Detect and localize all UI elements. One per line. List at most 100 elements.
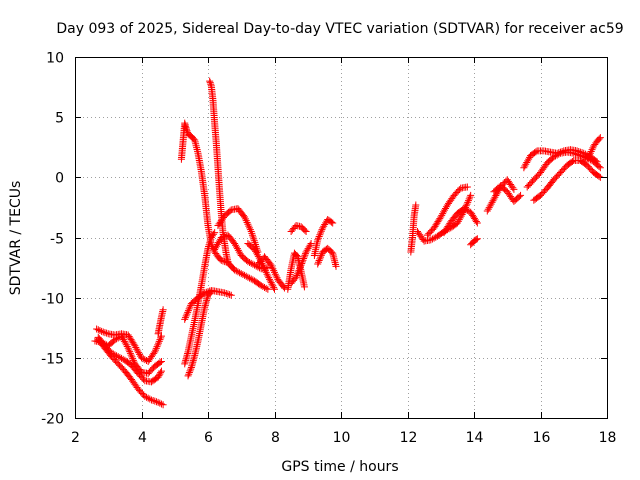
data-point [249, 233, 257, 241]
data-point [595, 172, 603, 180]
data-point [231, 266, 239, 274]
data-point [269, 282, 277, 290]
data-point [152, 398, 160, 406]
data-point [316, 231, 324, 239]
data-point [515, 193, 523, 201]
data-point [204, 288, 212, 296]
data-point [201, 289, 209, 297]
data-point [292, 273, 300, 281]
series-arc-149 [490, 182, 525, 205]
x-tick-label: 8 [271, 430, 280, 446]
data-point [98, 327, 106, 335]
data-point [114, 353, 122, 361]
data-point [463, 200, 471, 208]
data-point [182, 125, 190, 133]
data-point [318, 226, 326, 234]
data-point [237, 270, 245, 278]
data-point [568, 157, 576, 165]
data-point [588, 146, 596, 154]
data-point [153, 343, 161, 351]
y-tick-label: 5 [55, 111, 64, 127]
data-point [301, 250, 309, 258]
data-point [596, 134, 604, 142]
x-tick-label: 10 [333, 430, 351, 446]
data-point [221, 289, 229, 297]
data-point [101, 329, 109, 337]
series-arc-147 [483, 176, 518, 215]
chart-title: Day 093 of 2025, Sidereal Day-to-day VTE… [56, 21, 623, 37]
data-point [295, 266, 303, 274]
data-point [159, 401, 167, 409]
data-point [217, 234, 225, 241]
data-point [329, 219, 337, 227]
data-point [93, 325, 101, 333]
series-loop-76 [254, 253, 288, 292]
data-point [315, 232, 323, 240]
data-point [123, 342, 131, 350]
data-point [141, 392, 149, 400]
data-point [428, 235, 436, 243]
data-point [267, 279, 275, 287]
data-point [270, 284, 278, 292]
data-point [291, 223, 299, 231]
data-point [129, 356, 137, 364]
y-axis-label: SDTVAR / TECUs [8, 181, 24, 296]
data-point [586, 151, 594, 159]
data-point [199, 290, 207, 298]
data-point [583, 155, 591, 163]
series-rise-176 [583, 134, 604, 163]
data-point [271, 285, 278, 293]
data-point [183, 127, 191, 135]
data-point [595, 163, 603, 171]
data-point [155, 337, 163, 345]
x-tick-label: 4 [138, 430, 147, 446]
data-point [241, 271, 249, 279]
data-point [467, 191, 475, 199]
data-point [261, 265, 269, 273]
x-tick-label: 18 [599, 430, 617, 446]
data-point [315, 257, 323, 265]
data-point [181, 315, 189, 323]
data-point [263, 270, 271, 278]
data-point [152, 344, 160, 352]
y-tick-label: 0 [55, 171, 64, 187]
data-point [154, 398, 162, 406]
data-point [246, 226, 254, 234]
data-point [300, 283, 308, 291]
x-tick-label: 14 [466, 430, 484, 446]
data-point [246, 258, 254, 266]
data-point [299, 256, 307, 264]
data-point [157, 369, 165, 377]
data-point [236, 269, 244, 277]
data-point [239, 271, 247, 279]
data-point [116, 354, 124, 362]
data-point [269, 265, 277, 273]
data-point [260, 263, 268, 271]
data-point [264, 272, 272, 280]
data-point [187, 365, 195, 373]
tick-labels: 2 4 6 8 10 12 14 16 18 -20 -15 -10 -5 0 5 10 [41, 51, 616, 447]
data-point [204, 244, 212, 252]
series-dot-140 [467, 235, 481, 249]
data-point [244, 258, 252, 266]
data-point [111, 336, 119, 344]
data-point [94, 326, 102, 334]
data-point [139, 375, 147, 383]
data-point [259, 283, 267, 291]
data-point [157, 400, 165, 408]
data-point [226, 207, 234, 215]
data-point [264, 285, 272, 293]
data-point [455, 186, 463, 194]
data-point [186, 303, 194, 311]
axis-ticks [75, 57, 608, 419]
data-point [262, 284, 270, 292]
data-point [462, 206, 470, 214]
data-point [103, 329, 111, 337]
plot-marks [91, 77, 604, 409]
data-point [296, 263, 304, 271]
data-point [99, 328, 107, 336]
data-point [205, 243, 213, 251]
data-point [157, 367, 165, 375]
data-point [113, 335, 121, 343]
